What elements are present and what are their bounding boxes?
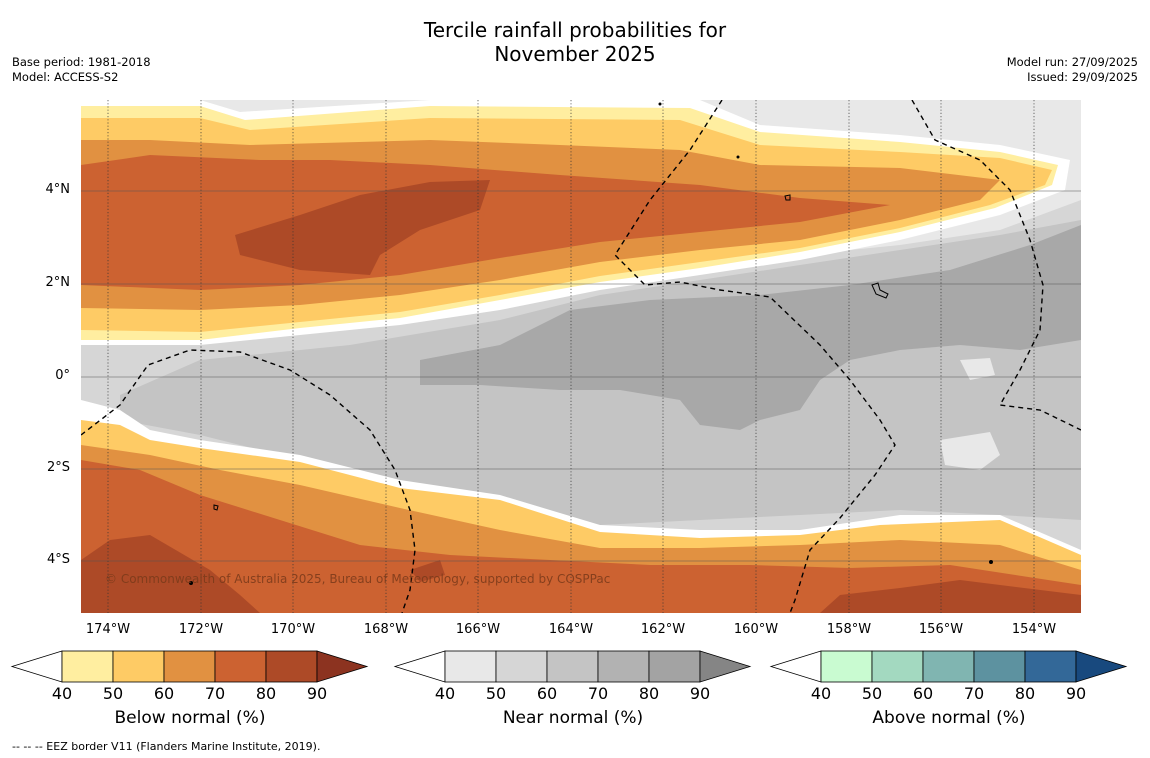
colorbar-extend-high	[316, 650, 369, 683]
colorbar-tick-label: 80	[638, 684, 660, 703]
colorbar-tick-label: 60	[536, 684, 558, 703]
colorbar-segment	[61, 650, 114, 683]
colorbar-segment	[112, 650, 165, 683]
colorbar-extend-low	[393, 650, 446, 683]
colorbar-tick-label: 80	[1014, 684, 1036, 703]
colorbar-title-near: Near normal (%)	[502, 708, 644, 728]
colorbar-tick-label: 90	[689, 684, 711, 703]
colorbar-tick-label: 40	[810, 684, 832, 703]
map-title: Tercile rainfall probabilities for Novem…	[0, 18, 1150, 66]
colorbar-title-above: Above normal (%)	[872, 708, 1026, 728]
island-dot	[736, 155, 740, 159]
lon-label: 154°W	[1011, 622, 1057, 637]
island-dot	[989, 560, 993, 564]
colorbar-tick-label: 80	[255, 684, 277, 703]
island-dot	[658, 102, 662, 106]
lat-label-4s: 4°S	[46, 552, 70, 567]
map-field	[81, 100, 1081, 613]
nn-40-patch	[940, 432, 1000, 470]
colorbar-extend-low	[769, 650, 822, 683]
bn-90-region-lower-left	[81, 535, 260, 613]
lon-label: 158°W	[826, 622, 872, 637]
colorbar-segment	[214, 650, 267, 683]
issued-date: Issued: 29/09/2025	[1027, 70, 1138, 84]
model-run: Model run: 27/09/2025	[1006, 55, 1138, 69]
lat-label-4n: 4°N	[45, 182, 71, 197]
lon-label: 170°W	[270, 622, 316, 637]
colorbar-extend-low	[10, 650, 63, 683]
base-period: Base period: 1981-2018	[12, 55, 151, 69]
island-shape	[213, 504, 219, 511]
colorbar-tick-label: 60	[153, 684, 175, 703]
colorbar-segment	[444, 650, 497, 683]
parallel-gridlines	[81, 190, 1081, 562]
lat-label-2n: 2°N	[45, 275, 71, 290]
colorbar-tick-label: 50	[861, 684, 883, 703]
colorbar-segment	[495, 650, 548, 683]
nn-70-region	[420, 225, 1081, 430]
lat-label-2s: 2°S	[46, 460, 70, 475]
model-name: Model: ACCESS-S2	[12, 70, 119, 84]
bn-90-region-lower-right	[820, 580, 1081, 613]
colorbar-segment	[973, 650, 1026, 683]
colorbar-segment	[922, 650, 975, 683]
colorbar-tick-label: 90	[306, 684, 328, 703]
lon-label: 172°W	[178, 622, 224, 637]
bn-80-region-lower	[81, 460, 1081, 613]
copyright-notice: © Commonwealth of Australia 2025, Bureau…	[105, 572, 611, 586]
colorbar-tick-label: 50	[485, 684, 507, 703]
colorbar-segment	[546, 650, 599, 683]
colorbar-tick-label: 90	[1065, 684, 1087, 703]
colorbar-tick-label: 50	[102, 684, 124, 703]
colorbar-segment	[163, 650, 216, 683]
colorbar-tick-label: 40	[51, 684, 73, 703]
colorbar-segment	[871, 650, 924, 683]
colorbar-segment	[820, 650, 873, 683]
lat-label-0: 0°	[55, 368, 70, 383]
island-dot	[189, 581, 193, 585]
eez-borders	[81, 100, 1081, 613]
bn-90-patch	[410, 560, 445, 582]
meta-right: Model run: 27/09/2025 Issued: 29/09/2025	[1007, 55, 1138, 85]
eez-footnote: -- -- -- EEZ border V11 (Flanders Marine…	[12, 740, 321, 753]
colorbar-tick-label: 70	[963, 684, 985, 703]
colorbars	[10, 650, 1128, 683]
eez-border-line	[911, 100, 1081, 431]
colorbar-segment	[648, 650, 701, 683]
islands	[189, 102, 993, 585]
colorbar-segment	[597, 650, 650, 683]
colorbar-extend-high	[1075, 650, 1128, 683]
colorbar-title-below: Below normal (%)	[114, 708, 266, 728]
colorbar-tick-label: 70	[204, 684, 226, 703]
colorbar-segment	[1024, 650, 1077, 683]
eez-border-line	[614, 100, 896, 613]
lon-label: 168°W	[363, 622, 409, 637]
lon-label: 160°W	[733, 622, 779, 637]
lon-label: 166°W	[455, 622, 501, 637]
island-shape	[871, 282, 889, 299]
title-line-1: Tercile rainfall probabilities for	[423, 18, 727, 42]
colorbar-extend-high	[699, 650, 752, 683]
colorbar-tick-label: 40	[434, 684, 456, 703]
colorbar-segment	[265, 650, 318, 683]
meridian-gridlines	[107, 100, 1035, 613]
colorbar-tick-label: 70	[587, 684, 609, 703]
lon-label: 174°W	[85, 622, 131, 637]
lon-label: 156°W	[918, 622, 964, 637]
bn-90-region	[235, 180, 490, 275]
island-shape	[784, 194, 791, 201]
title-line-2: November 2025	[494, 42, 656, 66]
nn-40-patch-2	[960, 358, 995, 380]
lon-label: 164°W	[548, 622, 594, 637]
lon-label: 162°W	[640, 622, 686, 637]
eez-border-line	[81, 349, 416, 613]
colorbar-tick-label: 60	[912, 684, 934, 703]
meta-left: Base period: 1981-2018 Model: ACCESS-S2	[12, 55, 151, 85]
